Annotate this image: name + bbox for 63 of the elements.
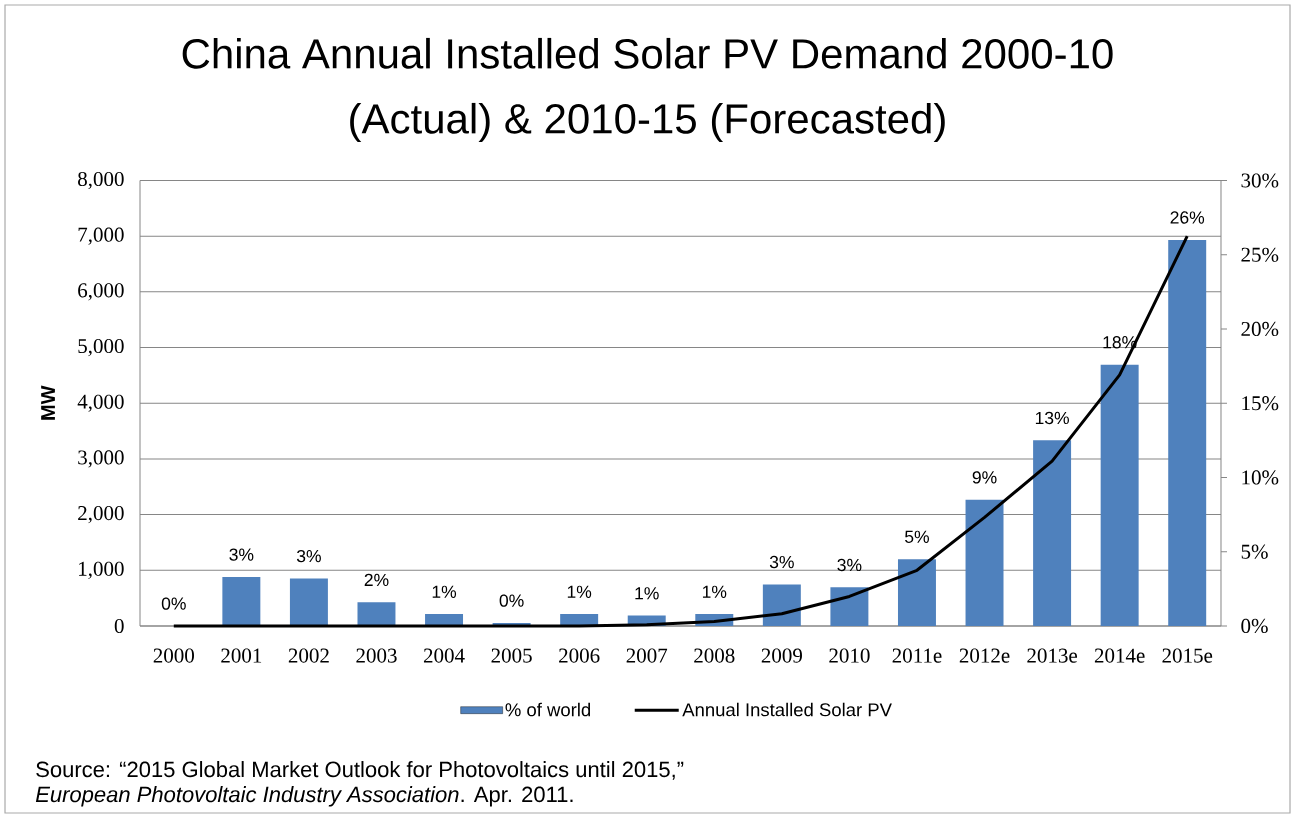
x-tick-label: 2003: [356, 648, 397, 663]
bar: [830, 587, 869, 626]
x-tick-label: 2005: [491, 648, 532, 663]
data-label: 0%: [161, 597, 186, 610]
bar: [1100, 364, 1139, 626]
y-tick-label: 0: [114, 618, 124, 634]
x-tick-label: 2000: [153, 648, 194, 663]
x-tick-label: 2006: [559, 648, 600, 663]
data-label: 9%: [972, 471, 997, 484]
bar: [897, 559, 936, 626]
data-label: 3%: [296, 549, 321, 563]
y-tick-label: 3,000: [78, 450, 124, 468]
y-tick-label: 2,000: [78, 506, 124, 524]
data-label: 2%: [364, 573, 389, 587]
x-tick-label: 2001: [221, 648, 262, 663]
x-tick-label: 2008: [694, 648, 735, 663]
source-note: Source: “2015 Global Market Outlook for Photovoltaics until 2015,”: [36, 761, 684, 780]
y2-tick-label: 25%: [1241, 247, 1279, 262]
data-label: 26%: [1170, 211, 1205, 224]
data-label: 13%: [1035, 411, 1069, 425]
y2-tick-label: 10%: [1242, 470, 1279, 485]
x-tick-label: 2002: [288, 648, 329, 663]
data-label: 0%: [499, 594, 524, 607]
bar: [965, 499, 1004, 626]
x-tick-label: 2010: [829, 648, 870, 663]
y2-tick-label: 20%: [1241, 321, 1279, 337]
y-tick-label: 6,000: [78, 283, 124, 301]
data-label: 1%: [635, 587, 659, 600]
y-tick-label: 5,000: [78, 338, 124, 357]
x-tick-label: 2007: [626, 648, 668, 663]
bar: [222, 576, 261, 626]
bar: [762, 584, 801, 626]
y-tick-label: 8,000: [78, 171, 124, 190]
data-label: 3%: [229, 548, 254, 561]
legend-label: % of world: [505, 702, 591, 717]
x-tick-label: 2013e: [1027, 648, 1078, 663]
data-label: 3%: [769, 555, 794, 569]
y2-tick-label: 15%: [1242, 396, 1279, 411]
data-label: 1%: [702, 585, 727, 598]
bar: [1033, 440, 1072, 626]
x-tick-label: 2011e: [892, 648, 942, 663]
bar: [357, 602, 396, 626]
bar: [289, 578, 328, 626]
chart-title: China Annual Installed Solar PV Demand 2000-10 (Actual) & 2010-15 (Forecasted): [182, 37, 1113, 143]
y2-tick-label: 0%: [1241, 618, 1268, 634]
data-label: 3%: [837, 558, 862, 572]
text: European Photovoltaic Industry Association. Apr. 2011.: [35, 786, 573, 807]
data-label: 1%: [432, 585, 457, 598]
y2-tick-label: 30%: [1241, 173, 1279, 188]
y-tick-label: 4,000: [77, 394, 124, 412]
bar: [1168, 239, 1207, 626]
y-axis-title: MW: [41, 385, 55, 420]
x-tick-label: 2009: [761, 648, 802, 663]
data-label: 1%: [567, 585, 592, 598]
x-tick-label: 2004: [423, 648, 465, 663]
y-tick-label: 7,000: [78, 227, 124, 245]
data-label: 5%: [905, 530, 929, 543]
x-tick-label: 2014e: [1094, 648, 1145, 663]
y2-tick-label: 5%: [1241, 544, 1268, 559]
x-tick-label: 2012e: [959, 648, 1010, 663]
y-tick-label: 1,000: [79, 561, 124, 579]
x-tick-label: 2015e: [1162, 648, 1213, 663]
legend-label: Annual Installed Solar PV: [682, 702, 892, 717]
